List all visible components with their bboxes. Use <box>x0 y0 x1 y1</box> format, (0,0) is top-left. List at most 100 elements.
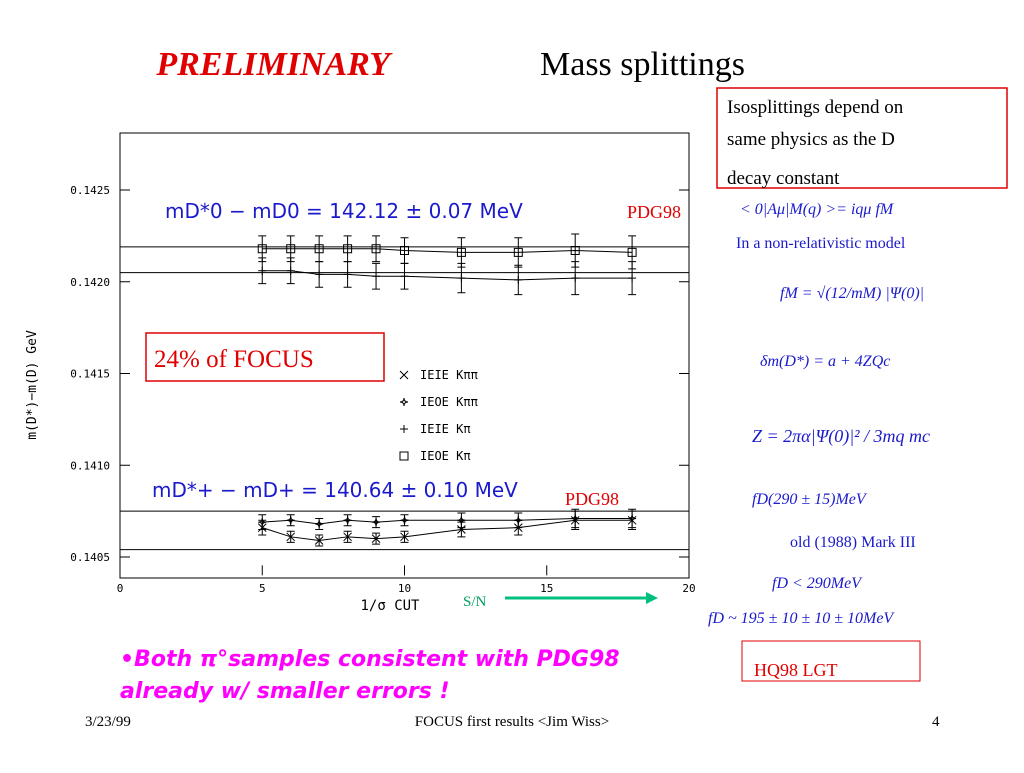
error-bar <box>372 235 381 263</box>
marker <box>627 247 637 257</box>
formula: fD(290 ± 15)MeV <box>752 491 868 508</box>
formula: fM = √(12/mM) |Ψ(0)| <box>780 285 924 302</box>
marker <box>571 274 580 283</box>
x-tick-label: 15 <box>540 582 553 595</box>
legend-label: IEOE Kππ <box>420 395 478 409</box>
plot-frame <box>119 132 690 579</box>
marker <box>457 516 466 525</box>
marker <box>315 270 324 279</box>
error-bar <box>286 235 295 263</box>
error-bar <box>514 512 523 529</box>
marker <box>371 244 381 254</box>
error-bar <box>258 235 267 263</box>
marker <box>456 247 466 257</box>
marker <box>314 536 324 545</box>
annotation: mD*+ − mD+ = 140.64 ± 0.10 MeV <box>152 478 518 502</box>
focus-box <box>145 332 385 382</box>
marker <box>628 514 637 523</box>
legend-label: IEIE Kππ <box>420 368 478 382</box>
formula: < 0|Aμ|M(q) >= iqμ fM <box>740 201 895 218</box>
legend-marker <box>400 425 408 433</box>
error-bar <box>400 237 409 264</box>
formula: fD < 290MeV <box>772 575 863 592</box>
legend-label: IEIE Kπ <box>420 422 471 436</box>
y-tick-label: 0.1415 <box>70 368 110 381</box>
marker <box>372 272 381 281</box>
title-emph: PRELIMINARY <box>155 46 393 83</box>
error-bar <box>571 508 580 529</box>
error-bar <box>514 237 523 268</box>
arrow-head <box>646 592 658 604</box>
marker <box>514 275 523 284</box>
formula: old (1988) Mark III <box>790 534 916 551</box>
marker <box>570 246 580 256</box>
note-box <box>716 87 1008 189</box>
legend-marker <box>399 370 409 380</box>
error-bar <box>571 233 580 268</box>
formula: In a non-relativistic model <box>736 235 906 252</box>
marker <box>314 244 324 254</box>
note-line: decay constant <box>727 168 840 189</box>
marker <box>258 518 267 527</box>
marker <box>514 516 523 525</box>
legend-label: IEOE Kπ <box>420 449 471 463</box>
bullet: already w/ smaller errors ! <box>120 679 450 704</box>
x-tick-label: 0 <box>117 582 124 595</box>
marker <box>513 247 523 257</box>
x-axis-label: 1/σ CUT <box>360 598 420 614</box>
note-line: same physics as the D <box>727 129 895 150</box>
error-bar <box>457 512 466 529</box>
marker <box>400 516 409 525</box>
series-line <box>262 519 633 541</box>
y-tick-label: 0.1420 <box>70 276 110 289</box>
legend-marker <box>399 397 409 407</box>
y-tick-label: 0.1425 <box>70 184 110 197</box>
series-line <box>262 270 633 281</box>
error-bar <box>258 514 267 530</box>
error-bar <box>628 508 637 529</box>
marker <box>343 532 352 542</box>
series-line <box>262 248 633 253</box>
y-axis-label: m(D*)−m(D) GeV <box>25 330 40 440</box>
marker <box>343 244 353 254</box>
formula: δm(D*) = a + 4ZQc <box>760 353 890 370</box>
formula: Z = 2πα|Ψ(0)|² / 3mq mc <box>752 426 930 447</box>
annotation: S/N <box>463 594 487 610</box>
annotation: mD*0 − mD0 = 142.12 ± 0.07 MeV <box>165 199 523 223</box>
title: Mass splittings <box>540 46 745 83</box>
note-line: Isosplittings depend on <box>727 97 904 118</box>
footer-date: 3/23/99 <box>85 714 131 730</box>
marker <box>628 274 637 283</box>
error-bar <box>315 235 324 263</box>
formula: fD ~ 195 ± 10 ± 10 ± 10MeV <box>708 610 895 627</box>
marker <box>400 532 409 542</box>
marker <box>457 525 466 534</box>
marker <box>343 516 352 525</box>
annotation: PDG98 <box>627 202 681 222</box>
error-bar <box>628 235 637 270</box>
marker <box>286 532 296 542</box>
annotation: 24% of FOCUS <box>154 346 314 373</box>
x-tick-label: 5 <box>259 582 266 595</box>
marker <box>571 514 580 523</box>
x-tick-label: 10 <box>398 582 411 595</box>
lgt-label: HQ98 LGT <box>754 660 838 680</box>
marker <box>258 266 267 275</box>
footer-center: FOCUS first results <Jim Wiss> <box>415 714 609 730</box>
legend-marker <box>399 451 409 461</box>
marker <box>286 266 295 275</box>
marker <box>286 244 296 254</box>
error-bar <box>457 237 466 268</box>
marker <box>257 244 267 254</box>
annotation: PDG98 <box>565 489 619 509</box>
footer-page: 4 <box>932 714 940 730</box>
marker <box>372 518 381 527</box>
y-tick-label: 0.1410 <box>70 459 110 472</box>
y-tick-label: 0.1405 <box>70 551 110 564</box>
marker <box>343 270 352 279</box>
marker <box>400 246 409 256</box>
error-bar <box>343 235 352 263</box>
x-tick-label: 20 <box>682 582 695 595</box>
